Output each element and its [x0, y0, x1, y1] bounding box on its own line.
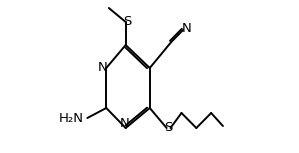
Text: S: S [123, 15, 132, 28]
Text: N: N [120, 117, 130, 130]
Text: H₂N: H₂N [59, 112, 84, 125]
Text: N: N [98, 61, 107, 74]
Text: S: S [164, 121, 173, 134]
Text: N: N [181, 22, 191, 35]
